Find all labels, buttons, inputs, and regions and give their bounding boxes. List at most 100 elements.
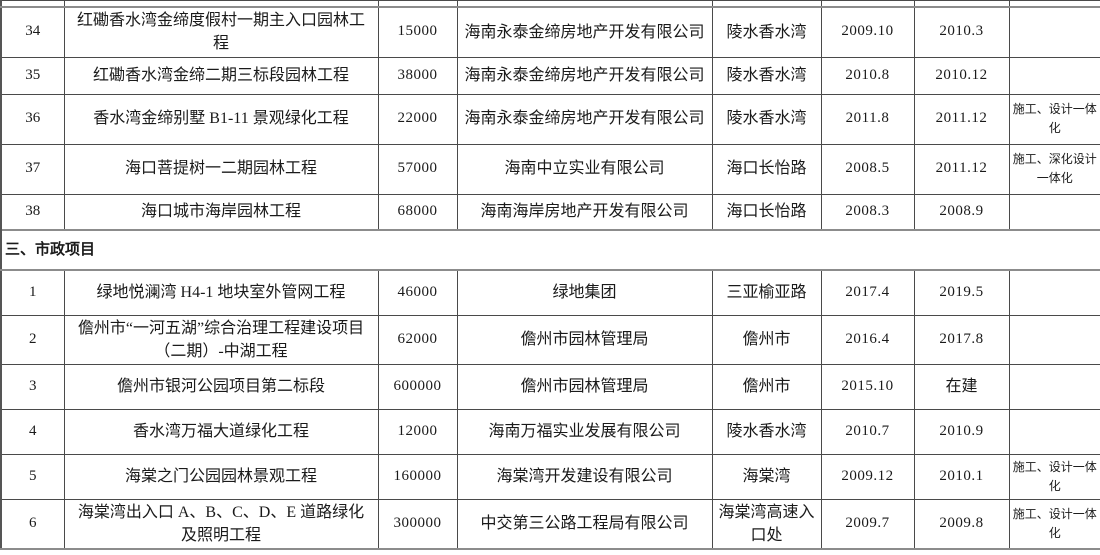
row-number: 1 — [0, 269, 65, 316]
cell-location: 海口长怡路 — [711, 193, 822, 231]
cell-project-name: 海口菩提树一二期园林工程 — [63, 143, 379, 195]
cell-client: 海南中立实业有限公司 — [456, 143, 713, 195]
cell-project-name: 香水湾金缔别墅 B1-11 景观绿化工程 — [63, 93, 379, 145]
table-row: 4 香水湾万福大道绿化工程 12000 海南万福实业发展有限公司 陵水香水湾 2010.7… — [0, 408, 1100, 455]
cell-amount: 12000 — [377, 408, 458, 455]
cell-project-name: 海口城市海岸园林工程 — [63, 193, 379, 231]
cell-end-date: 2019.5 — [913, 269, 1010, 316]
row-number: 34 — [0, 6, 65, 58]
cell-project-name: 儋州市“一河五湖”综合治理工程建设项目（二期）-中湖工程 — [63, 314, 379, 365]
cell-note — [1008, 363, 1100, 410]
cell-client: 海南万福实业发展有限公司 — [456, 408, 713, 455]
cell-location: 陵水香水湾 — [711, 93, 822, 145]
cell-amount: 160000 — [377, 453, 458, 500]
cell-start-date: 2009.10 — [820, 6, 915, 58]
municipal-section-header-container: 三、市政项目 — [0, 229, 1100, 271]
cell-note: 施工、深化设计一体化 — [1008, 143, 1100, 195]
row-number: 6 — [0, 498, 65, 550]
table-row: 3 儋州市银河公园项目第二标段 600000 儋州市园林管理局 儋州市 2015.10 在建 — [0, 363, 1100, 410]
cell-amount: 600000 — [377, 363, 458, 410]
row-number: 3 — [0, 363, 65, 410]
cell-amount: 15000 — [377, 6, 458, 58]
table-row: 38 海口城市海岸园林工程 68000 海南海岸房地产开发有限公司 海口长怡路 2008.… — [0, 193, 1100, 231]
cell-location: 陵水香水湾 — [711, 56, 822, 95]
cell-location: 海棠湾 — [711, 453, 822, 500]
cell-client: 儋州市园林管理局 — [456, 363, 713, 410]
cell-end-date: 2017.8 — [913, 314, 1010, 365]
cell-project-name: 海棠湾出入口 A、B、C、D、E 道路绿化及照明工程 — [63, 498, 379, 550]
cell-project-name: 香水湾万福大道绿化工程 — [63, 408, 379, 455]
row-number: 36 — [0, 93, 65, 145]
cell-location: 陵水香水湾 — [711, 408, 822, 455]
clipped-previous-row — [0, 0, 1100, 8]
cell-start-date: 2009.7 — [820, 498, 915, 550]
table-row: 2 儋州市“一河五湖”综合治理工程建设项目（二期）-中湖工程 62000 儋州市园林管… — [0, 314, 1100, 365]
row-number: 38 — [0, 193, 65, 231]
section-header: 三、市政项目 — [0, 229, 1100, 271]
cell-location: 海口长怡路 — [711, 143, 822, 195]
cell-note — [1008, 408, 1100, 455]
cell-end-date: 2010.1 — [913, 453, 1010, 500]
cell-client: 海棠湾开发建设有限公司 — [456, 453, 713, 500]
cell-client: 儋州市园林管理局 — [456, 314, 713, 365]
cell-amount: 22000 — [377, 93, 458, 145]
row-number: 2 — [0, 314, 65, 365]
cell-end-date: 2009.8 — [913, 498, 1010, 550]
row-number: 37 — [0, 143, 65, 195]
cell-end-date: 2008.9 — [913, 193, 1010, 231]
cell-location: 三亚榆亚路 — [711, 269, 822, 316]
garden-projects-section: 34 红磡香水湾金缔度假村一期主入口园林工程 15000 海南永泰金缔房地产开发有限公… — [0, 6, 1100, 231]
row-number: 4 — [0, 408, 65, 455]
cell-start-date: 2008.5 — [820, 143, 915, 195]
section-header-row: 三、市政项目 — [0, 229, 1100, 271]
table-row: 36 香水湾金缔别墅 B1-11 景观绿化工程 22000 海南永泰金缔房地产开发有限… — [0, 93, 1100, 145]
cell-client: 绿地集团 — [456, 269, 713, 316]
cell-project-name: 绿地悦澜湾 H4-1 地块室外管网工程 — [63, 269, 379, 316]
cell-end-date: 2010.9 — [913, 408, 1010, 455]
cell-end-date: 在建 — [913, 363, 1010, 410]
cell-client: 海南海岸房地产开发有限公司 — [456, 193, 713, 231]
clipped-previous-row-container — [0, 0, 1100, 8]
table-row: 34 红磡香水湾金缔度假村一期主入口园林工程 15000 海南永泰金缔房地产开发有限公… — [0, 6, 1100, 58]
cell-amount: 62000 — [377, 314, 458, 365]
cell-start-date: 2010.8 — [820, 56, 915, 95]
clipped-cell — [1008, 0, 1100, 8]
cell-note — [1008, 269, 1100, 316]
cell-end-date: 2010.12 — [913, 56, 1010, 95]
cell-project-name: 海棠之门公园园林景观工程 — [63, 453, 379, 500]
cell-client: 中交第三公路工程局有限公司 — [456, 498, 713, 550]
cell-amount: 57000 — [377, 143, 458, 195]
cell-note — [1008, 56, 1100, 95]
cell-start-date: 2009.12 — [820, 453, 915, 500]
table-row: 35 红磡香水湾金缔二期三标段园林工程 38000 海南永泰金缔房地产开发有限公司 陵水… — [0, 56, 1100, 95]
cell-location: 陵水香水湾 — [711, 6, 822, 58]
cell-note — [1008, 6, 1100, 58]
cell-location: 儋州市 — [711, 363, 822, 410]
cell-amount: 38000 — [377, 56, 458, 95]
cell-project-name: 红磡香水湾金缔二期三标段园林工程 — [63, 56, 379, 95]
cell-note — [1008, 193, 1100, 231]
table-row: 6 海棠湾出入口 A、B、C、D、E 道路绿化及照明工程 300000 中交第三公路工… — [0, 498, 1100, 550]
cell-note: 施工、设计一体化 — [1008, 498, 1100, 550]
cell-start-date: 2011.8 — [820, 93, 915, 145]
cell-project-name: 儋州市银河公园项目第二标段 — [63, 363, 379, 410]
cell-note — [1008, 314, 1100, 365]
cell-project-name: 红磡香水湾金缔度假村一期主入口园林工程 — [63, 6, 379, 58]
cell-amount: 46000 — [377, 269, 458, 316]
cell-amount: 68000 — [377, 193, 458, 231]
cell-client: 海南永泰金缔房地产开发有限公司 — [456, 93, 713, 145]
cell-end-date: 2011.12 — [913, 93, 1010, 145]
table-row: 5 海棠之门公园园林景观工程 160000 海棠湾开发建设有限公司 海棠湾 2009.12… — [0, 453, 1100, 500]
cell-location: 儋州市 — [711, 314, 822, 365]
cell-location: 海棠湾高速入口处 — [711, 498, 822, 550]
table-row: 1 绿地悦澜湾 H4-1 地块室外管网工程 46000 绿地集团 三亚榆亚路 2017.4… — [0, 269, 1100, 316]
cell-start-date: 2008.3 — [820, 193, 915, 231]
cell-start-date: 2010.7 — [820, 408, 915, 455]
cell-note: 施工、设计一体化 — [1008, 93, 1100, 145]
cell-start-date: 2015.10 — [820, 363, 915, 410]
cell-client: 海南永泰金缔房地产开发有限公司 — [456, 6, 713, 58]
cell-end-date: 2010.3 — [913, 6, 1010, 58]
cell-start-date: 2017.4 — [820, 269, 915, 316]
